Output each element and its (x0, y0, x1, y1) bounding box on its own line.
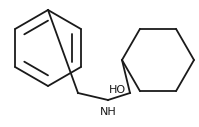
Text: HO: HO (109, 85, 126, 95)
Text: NH: NH (100, 107, 116, 117)
